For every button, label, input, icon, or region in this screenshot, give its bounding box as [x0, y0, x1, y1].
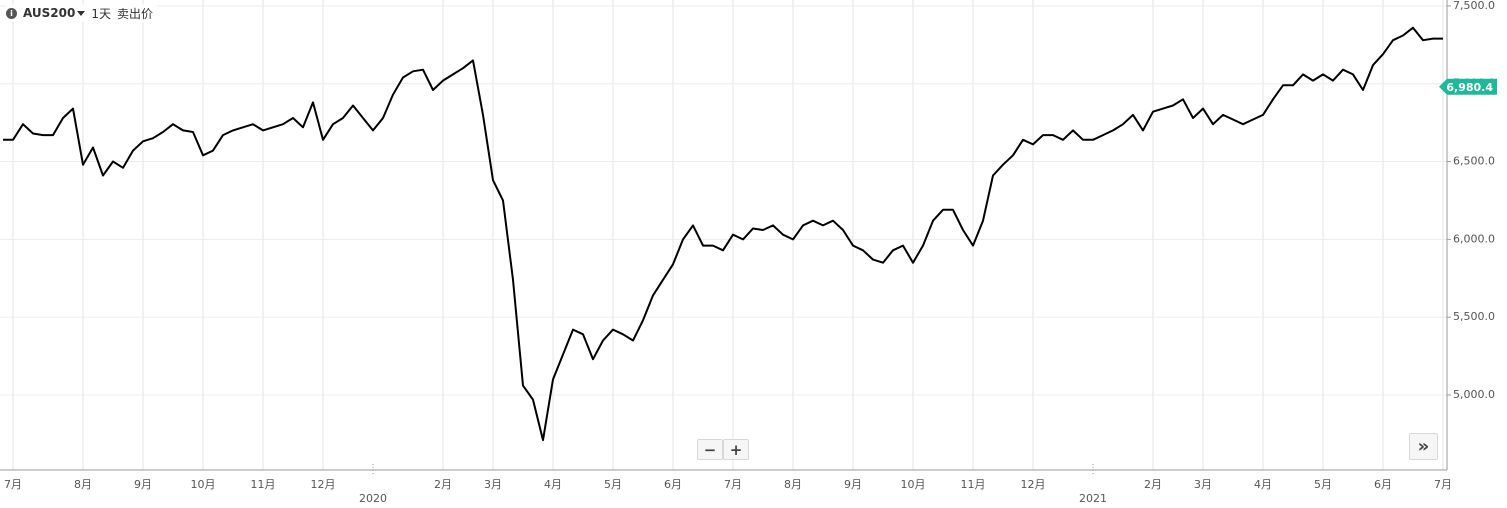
symbol-dropdown[interactable]	[77, 10, 86, 16]
symbol[interactable]: AUS200	[23, 6, 76, 20]
x-tick-label: 9月	[844, 478, 862, 491]
y-tick-label: 6,000.0	[1453, 232, 1495, 245]
x-tick-label: 5月	[604, 478, 622, 491]
x-tick-label: 7月	[4, 478, 22, 491]
x-tick-label: 9月	[134, 478, 152, 491]
x-tick-label: 7月	[724, 478, 742, 491]
x-tick-label: 10月	[901, 478, 926, 491]
interval[interactable]: 1天	[91, 6, 111, 21]
x-tick-label: 2月	[434, 478, 452, 491]
x-tick-label: 7月	[1434, 478, 1452, 491]
x-tick-label: 3月	[484, 478, 502, 491]
price-type[interactable]: 卖出价	[117, 6, 154, 21]
y-tick-label: 5,000.0	[1453, 388, 1495, 401]
zoom-in-button[interactable]: +	[723, 439, 749, 460]
x-tick-label: 12月	[311, 478, 336, 491]
y-tick-label: 7,500.0	[1453, 0, 1495, 12]
price-line	[3, 26, 1443, 442]
last-price-tag	[1439, 78, 1497, 95]
x-tick-label: 10月	[191, 478, 216, 491]
x-tick-label: 6月	[664, 478, 682, 491]
x-tick-label: 12月	[1021, 478, 1046, 491]
x-tick-label: 8月	[74, 478, 92, 491]
last-price-label: 6,980.4	[1446, 81, 1493, 94]
x-tick-label: 11月	[961, 478, 986, 491]
chart-header: i AUS200 1天 卖出价	[6, 4, 158, 22]
x-tick-label: 5月	[1314, 478, 1332, 491]
zoom-out-button[interactable]: −	[697, 439, 723, 460]
x-tick-label: 4月	[1254, 478, 1272, 491]
x-year-label: 2021	[1079, 492, 1107, 505]
y-tick-label: 6,500.0	[1453, 155, 1495, 168]
x-tick-label: 2月	[1144, 478, 1162, 491]
x-year-label: 2020	[359, 492, 387, 505]
scroll-to-end-button[interactable]: »	[1409, 433, 1438, 460]
y-tick-label: 5,500.0	[1453, 310, 1495, 323]
x-tick-label: 4月	[544, 478, 562, 491]
info-icon[interactable]: i	[6, 7, 17, 19]
zoom-controls: − +	[697, 439, 749, 460]
x-tick-label: 3月	[1194, 478, 1212, 491]
x-tick-label: 6月	[1374, 478, 1392, 491]
x-tick-label: 11月	[251, 478, 276, 491]
x-tick-label: 8月	[784, 478, 802, 491]
